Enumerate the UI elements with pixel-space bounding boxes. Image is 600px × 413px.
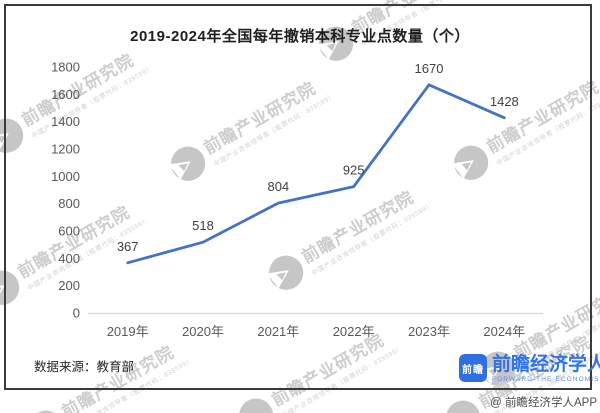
- data-point-label: 804: [267, 179, 289, 194]
- y-tick-label: 0: [73, 306, 80, 321]
- x-tick-label: 2024年: [483, 324, 525, 339]
- chart-title: 2019-2024年全国每年撤销本科专业点数量（个）: [130, 28, 470, 45]
- x-tick-label: 2021年: [257, 324, 299, 339]
- brand-logo-icon: 前瞻: [459, 354, 487, 382]
- y-tick-label: 1800: [51, 60, 80, 75]
- y-tick-label: 1200: [51, 142, 80, 157]
- y-tick-label: 1600: [51, 87, 80, 102]
- y-tick-label: 1000: [51, 169, 80, 184]
- data-line-series: [126, 83, 506, 265]
- brand-name: 前瞻经济学人: [492, 354, 600, 375]
- data-source-label: 数据来源：教育部: [34, 360, 135, 374]
- data-point-label: 1428: [490, 94, 519, 109]
- x-tick-label: 2019年: [107, 324, 149, 339]
- y-tick-label: 1400: [51, 114, 80, 129]
- data-point-label: 1670: [415, 61, 444, 76]
- x-tick-label: 2022年: [333, 324, 375, 339]
- x-tick-label: 2020年: [182, 324, 224, 339]
- data-point-label: 925: [343, 163, 365, 178]
- brand-logo: 前瞻 前瞻经济学人 FORWARD-THE ECONOMIST: [459, 354, 600, 383]
- brand-tagline: FORWARD-THE ECONOMIST: [492, 376, 600, 383]
- copyright-text: @ 前瞻经济学人APP: [490, 397, 597, 409]
- x-tick-label: 2023年: [408, 324, 450, 339]
- y-tick-label: 400: [58, 251, 80, 266]
- y-tick-label: 200: [58, 278, 80, 293]
- brand-text: 前瞻经济学人 FORWARD-THE ECONOMIST: [492, 354, 600, 383]
- data-point-label: 518: [192, 218, 214, 233]
- y-tick-label: 600: [58, 224, 80, 239]
- y-tick-label: 800: [58, 196, 80, 211]
- data-point-label: 367: [117, 239, 139, 254]
